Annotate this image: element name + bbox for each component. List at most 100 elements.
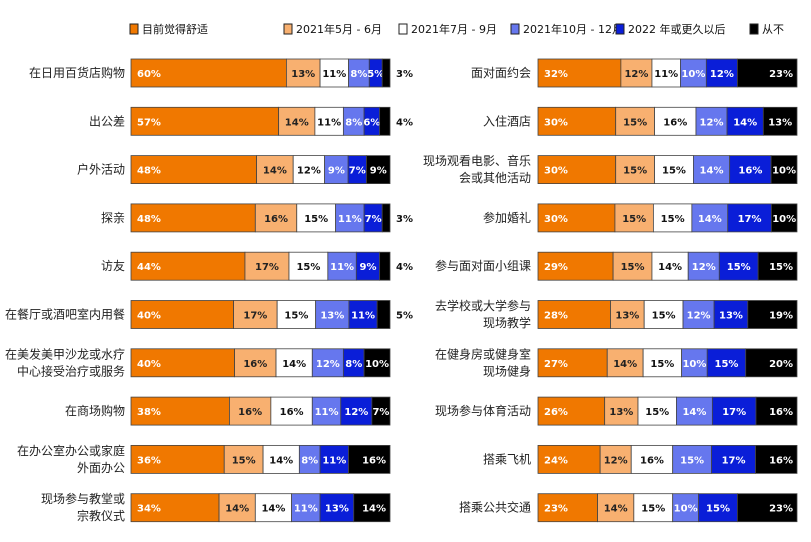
data-label: 14% <box>613 359 637 370</box>
bar-segment <box>770 203 798 233</box>
data-label: 13% <box>291 69 315 80</box>
data-label: 15% <box>769 262 793 273</box>
bar-segment <box>755 444 798 474</box>
data-label: 11% <box>338 214 362 225</box>
bar-segment <box>651 251 689 281</box>
bar-segment <box>737 58 798 88</box>
data-label: 14% <box>225 504 249 515</box>
bar-segment <box>698 493 738 523</box>
data-label: 15% <box>662 166 686 177</box>
data-label: 20% <box>769 359 793 370</box>
data-label: 4% <box>396 262 413 273</box>
data-label: 15% <box>715 359 739 370</box>
data-label: 14% <box>698 214 722 225</box>
data-label: 36% <box>137 455 161 466</box>
data-label: 12% <box>692 262 716 273</box>
bar-segment <box>537 251 614 281</box>
category-label: 访友 <box>101 259 125 273</box>
data-label: 48% <box>137 166 161 177</box>
data-label: 12% <box>344 407 368 418</box>
bar-segment <box>597 493 635 523</box>
bar-segment <box>254 203 298 233</box>
panel-2: 面对面约会 32% 12% 11% 10% 12% 23%入住酒店 30% 15% 16% 12% 1… <box>423 58 798 523</box>
data-label: 6% <box>363 117 380 128</box>
data-label: 12% <box>297 166 321 177</box>
data-label: 14% <box>285 117 309 128</box>
data-label: 10% <box>674 504 698 515</box>
bar-segment <box>371 396 391 426</box>
data-label: 11% <box>351 311 375 322</box>
category-label: 现场观看电影、音乐会或其他活动 <box>423 153 531 185</box>
bar-segment <box>335 203 365 233</box>
data-label: 57% <box>137 117 161 128</box>
bar-segment <box>244 251 290 281</box>
bar-segment <box>130 300 234 329</box>
category-label: 在商场购物 <box>65 403 125 418</box>
bar-segment <box>729 155 772 185</box>
bar-segment <box>643 300 684 329</box>
data-label: 10% <box>772 214 796 225</box>
bar-segment <box>285 58 321 88</box>
data-label: 28% <box>544 311 568 322</box>
data-label: 15% <box>727 262 751 273</box>
bar-segment <box>379 106 391 136</box>
category-label: 在美发美甲沙龙或水疗中心接受治疗或服务 <box>5 346 125 378</box>
bar-segment <box>340 396 373 426</box>
bar-segment <box>737 493 798 523</box>
data-label: 12% <box>700 117 724 128</box>
bar-row: 搭乘飞机 24% 12% 16% 15% 17% 16% <box>483 444 798 474</box>
data-label: 11% <box>322 455 346 466</box>
bar-segment <box>315 300 350 329</box>
data-label: 15% <box>706 504 730 515</box>
category-label: 出公差 <box>89 114 125 128</box>
legend-label: 2021年5月 - 6月 <box>296 22 382 36</box>
legend-swatch <box>510 23 520 35</box>
bar-segment <box>620 58 653 88</box>
bar-segment <box>612 251 653 281</box>
bar-segment <box>234 348 277 378</box>
bar-segment <box>381 203 391 233</box>
data-label: 15% <box>623 117 647 128</box>
category-label: 去学校或大学参与现场教学 <box>435 298 531 330</box>
data-label: 14% <box>733 117 757 128</box>
bar-segment <box>615 155 655 185</box>
data-label: 12% <box>604 455 628 466</box>
legend: 目前觉得舒适 2021年5月 - 6月 2021年7月 - 9月 2021年10月 -… <box>129 22 784 36</box>
bar-segment <box>691 203 729 233</box>
bar-segment <box>718 251 759 281</box>
bar-segment <box>130 203 256 233</box>
data-label: 15% <box>623 166 647 177</box>
data-label: 3% <box>396 69 413 80</box>
bar-segment <box>130 396 230 426</box>
legend-label: 2021年7月 - 9月 <box>411 22 497 36</box>
bar-segment <box>762 106 798 136</box>
bar-segment <box>747 300 798 329</box>
bar-segment <box>276 300 317 329</box>
data-label: 15% <box>680 455 704 466</box>
data-label: 19% <box>769 311 793 322</box>
data-label: 14% <box>263 166 287 177</box>
bar-row: 面对面约会 32% 12% 11% 10% 12% 23% <box>471 58 798 88</box>
data-label: 16% <box>640 455 664 466</box>
category-label: 面对面约会 <box>471 65 531 80</box>
legend-label: 目前觉得舒适 <box>142 22 208 36</box>
bar-segment <box>366 155 391 185</box>
data-label: 15% <box>232 455 256 466</box>
data-label: 11% <box>330 262 354 273</box>
category-label: 参与面对面小组课 <box>435 258 531 273</box>
bar-segment <box>745 348 798 378</box>
bar-segment <box>652 203 693 233</box>
bar-row: 在办公室办公或家庭外面办公 36% 15% 14% 8% 11% 16% <box>17 443 391 475</box>
data-label: 15% <box>296 262 320 273</box>
data-label: 16% <box>280 407 304 418</box>
data-label: 15% <box>650 359 674 370</box>
bar-segment <box>223 444 264 474</box>
bar-segment <box>633 493 674 523</box>
data-label: 13% <box>768 117 792 128</box>
data-label: 23% <box>769 69 793 80</box>
bar-segment <box>327 251 357 281</box>
bar-segment <box>726 106 764 136</box>
data-label: 5% <box>396 311 413 322</box>
category-label: 探亲 <box>101 211 125 225</box>
